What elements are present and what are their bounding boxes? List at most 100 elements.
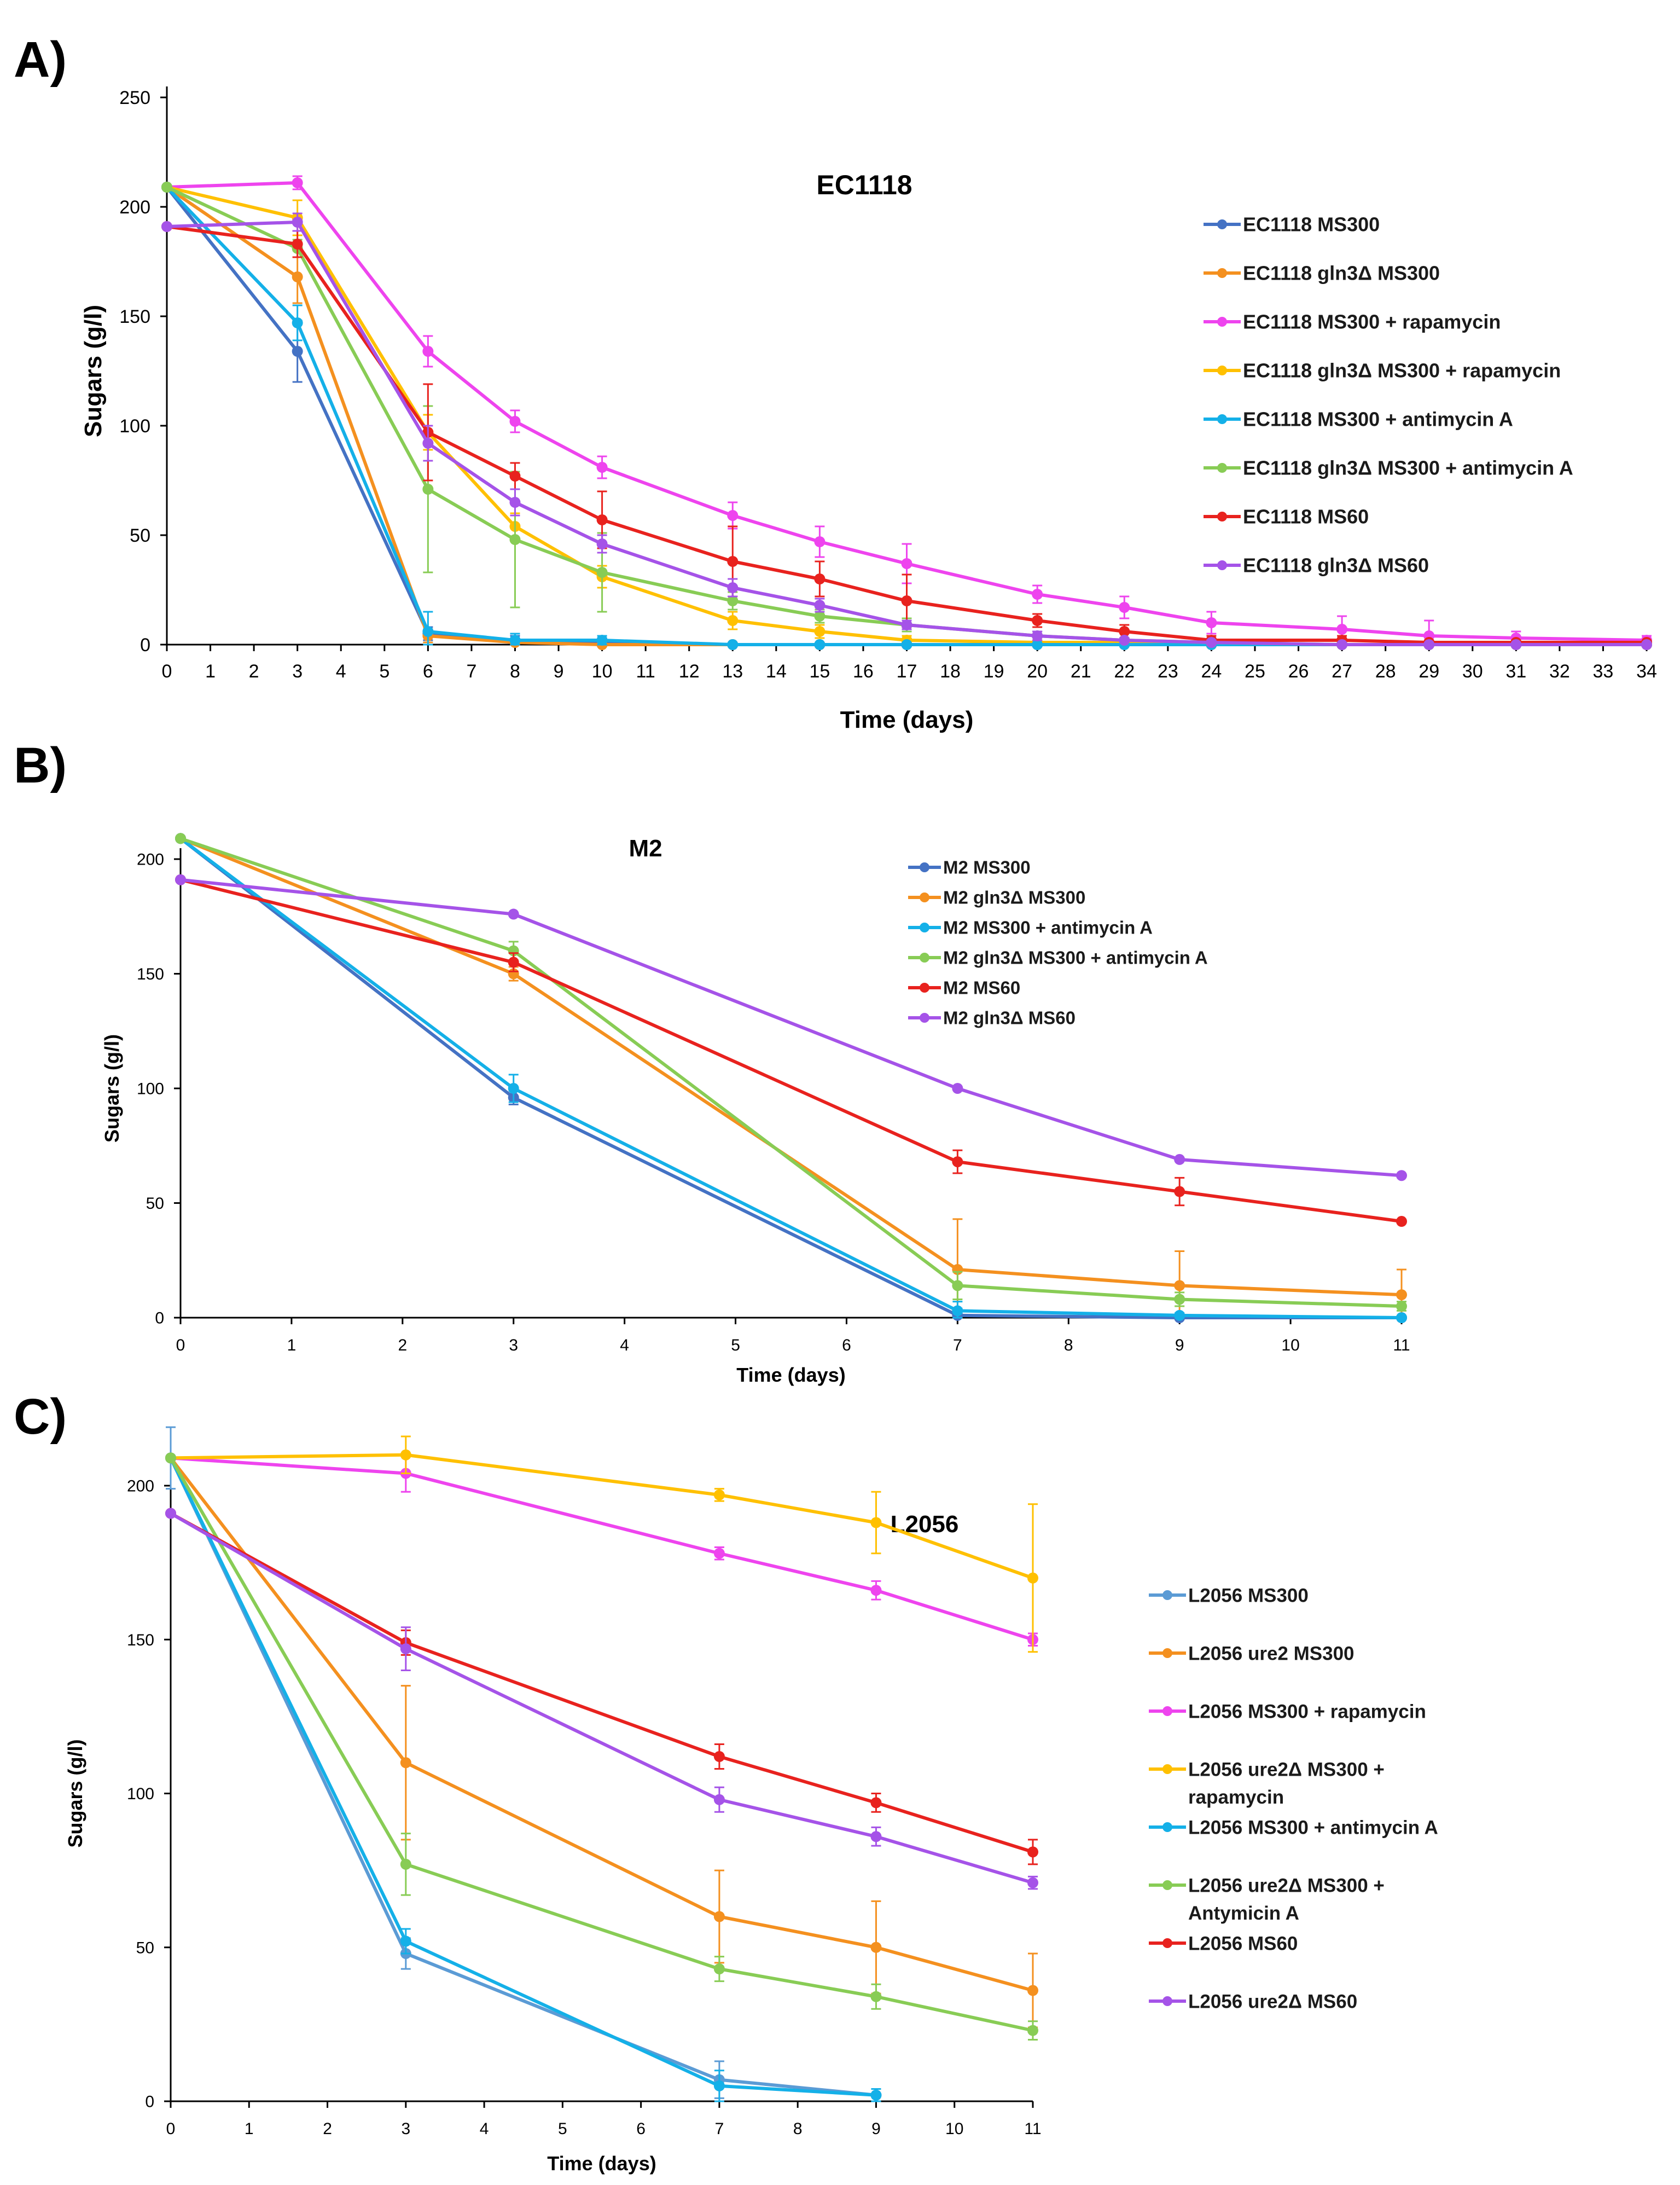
x-tick-label: 16: [853, 661, 874, 682]
x-tick-label: 1: [287, 1336, 297, 1354]
x-tick-label: 11: [1393, 1336, 1410, 1354]
x-tick-label: 26: [1288, 661, 1309, 682]
chart-ec1118-y-axis-label: Sugars (g/l): [80, 305, 107, 437]
y-tick-label: 150: [137, 965, 164, 983]
legend-swatch-marker: [1217, 219, 1227, 229]
x-tick-label: 7: [953, 1336, 962, 1354]
legend-swatch-marker: [1162, 1706, 1172, 1716]
series-l2056-ure2-ms300-antymicin-a-point: [400, 1858, 411, 1870]
legend-item: L2056 ure2Δ MS300 + Antymicin A: [1149, 1875, 1385, 1924]
series-ec1118-ms300-antimycin-a-point: [901, 639, 912, 650]
series-l2056-ure2-ms300-point: [870, 1941, 882, 1953]
legend-label: L2056 ure2Δ MS300 + Antymicin A: [1188, 1875, 1385, 1924]
chart-m2: 0 1 2 3 4 5 6 7 8 9 10 11 0 50 100 150 200 M2 Time (days) S…: [101, 833, 1410, 1386]
series-m2-gln3-ms300-antimycin-a: [175, 833, 1407, 1312]
series-ec1118-ms60-point: [727, 556, 739, 567]
legend-item: M2 gln3Δ MS300: [908, 888, 1085, 908]
x-tick-label: 8: [1064, 1336, 1073, 1354]
series-l2056-ms300-line: [169, 1457, 876, 2097]
x-tick-label: 3: [292, 661, 303, 682]
legend-item: M2 MS300: [908, 857, 1031, 878]
series-l2056-ure2-ms60-point: [400, 1643, 411, 1655]
series-ec1118-ms60-point: [1032, 615, 1043, 626]
legend-label: M2 MS300 + antimycin A: [943, 918, 1153, 938]
chart-l2056: 0 1 2 3 4 5 6 7 8 9 10 11 0 50 100 150 200 L2056 Time (day…: [64, 1426, 1438, 2175]
x-tick-label: 10: [945, 2120, 963, 2138]
series-m2-ms300-antimycin-a-point: [1174, 1309, 1185, 1321]
x-tick-label: 14: [766, 661, 787, 682]
chart-m2-title: M2: [629, 835, 662, 862]
x-tick-label: 17: [897, 661, 917, 682]
series-ec1118-gln3-ms60-point: [422, 438, 434, 449]
y-tick-label: 50: [130, 525, 150, 546]
series-m2-gln3-ms300-antimycin-a-point: [952, 1280, 963, 1291]
chart-m2-x-axis-label: Time (days): [736, 1364, 845, 1386]
series-m2-ms60-point: [1174, 1186, 1185, 1197]
series-ec1118-ms300-rapamycin-point: [727, 510, 739, 521]
legend-label: EC1118 gln3Δ MS300: [1243, 262, 1440, 285]
legend-label: M2 gln3Δ MS300: [943, 888, 1085, 908]
legend-label: L2056 MS300 + rapamycin: [1188, 1701, 1426, 1722]
series-l2056-ure2-ms300-rapamycin: [165, 1435, 1038, 1653]
x-tick-label: 5: [379, 661, 390, 682]
series-l2056-ure2-ms300-antymicin-a-point: [870, 1991, 882, 2002]
x-tick-label: 32: [1549, 661, 1570, 682]
legend-swatch-marker: [920, 1013, 929, 1023]
chart-ec1118: 0 1 2 3 4 5 6 7 8 9 10 11 12 13 14 15 16 17 18 19 20 21 22 23 24…: [80, 86, 1657, 733]
y-tick-label: 50: [136, 1939, 154, 1957]
y-tick-label: 150: [119, 306, 150, 327]
series-l2056-ure2-ms60-point: [713, 1794, 725, 1805]
legend-item: M2 MS300 + antimycin A: [908, 918, 1153, 938]
legend-label: M2 gln3Δ MS300 + antimycin A: [943, 948, 1208, 968]
x-tick-label: 3: [401, 2120, 410, 2138]
chart-l2056-y-axis-label: Sugars (g/l): [64, 1739, 86, 1847]
y-tick-label: 150: [127, 1631, 154, 1649]
series-m2-gln3-ms300-antimycin-a-point: [1396, 1301, 1407, 1312]
legend-swatch-marker: [1162, 1590, 1172, 1600]
series-ec1118-ms300-rapamycin: [161, 175, 1652, 646]
series-ec1118-ms300-antimycin-a-point: [509, 635, 521, 646]
chart-l2056-title: L2056: [891, 1511, 959, 1538]
series-ec1118-ms300-rapamycin-point: [596, 462, 608, 473]
legend-swatch-marker: [1217, 512, 1227, 521]
series-ec1118-ms300-antimycin-a-point: [292, 317, 303, 328]
chart-l2056-legend: L2056 MS300 L2056 ure2 MS300 L2056 MS300 +…: [1149, 1585, 1438, 2012]
legend-item: EC1118 MS300: [1204, 213, 1380, 236]
legend-label: EC1118 MS300 + rapamycin: [1243, 311, 1501, 333]
x-tick-label: 2: [323, 2120, 332, 2138]
series-l2056-ure2-ms300-rapamycin-point: [713, 1489, 725, 1500]
x-tick-label: 28: [1375, 661, 1396, 682]
x-tick-label: 9: [554, 661, 564, 682]
legend-item: L2056 MS60: [1149, 1933, 1298, 1954]
y-tick-label: 100: [119, 416, 150, 437]
legend-item: M2 MS60: [908, 978, 1020, 998]
legend-swatch-marker: [1217, 317, 1227, 327]
x-tick-label: 22: [1114, 661, 1135, 682]
series-l2056-ms300-antimycin-a-point: [870, 2089, 882, 2101]
x-tick-label: 1: [205, 661, 216, 682]
series-l2056-ure2-ms60-point: [870, 1831, 882, 1842]
legend-label: L2056 ure2 MS300: [1188, 1643, 1355, 1664]
series-l2056-ms300-antimycin-a-line: [169, 1457, 876, 2097]
series-ec1118-gln3-ms300-antimycin-a-point: [727, 595, 739, 606]
series-m2-gln3-ms60: [175, 874, 1407, 1181]
chart-l2056-x-axis-label: Time (days): [547, 2152, 656, 2175]
x-tick-label: 24: [1201, 661, 1222, 682]
series-ec1118-gln3-ms60-point: [596, 538, 608, 549]
series-l2056-ure2-ms300-antymicin-a: [165, 1452, 1038, 2041]
legend-item: M2 gln3Δ MS60: [908, 1008, 1076, 1028]
legend-swatch-marker: [1217, 414, 1227, 424]
x-tick-label: 0: [176, 1336, 185, 1354]
series-ec1118-gln3-ms60-point: [727, 582, 739, 593]
series-ec1118-gln3-ms60-point: [1641, 639, 1652, 650]
legend-swatch-marker: [920, 983, 929, 993]
y-tick-label: 100: [137, 1080, 164, 1098]
x-tick-label: 30: [1462, 661, 1483, 682]
x-tick-label: 12: [679, 661, 700, 682]
series-ec1118-ms300-rapamycin-point: [1032, 589, 1043, 600]
y-tick-label: 100: [127, 1785, 154, 1803]
series-ec1118-gln3-ms60-point: [901, 619, 912, 630]
x-tick-label: 9: [1175, 1336, 1184, 1354]
series-ec1118-ms300-rapamycin-point: [901, 558, 912, 569]
